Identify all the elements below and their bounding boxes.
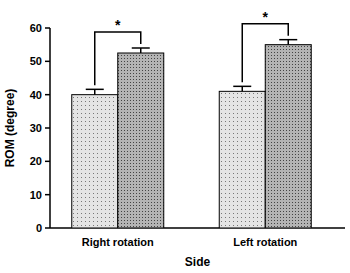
- bar: [72, 95, 118, 228]
- error-cap: [86, 89, 104, 91]
- error-cap: [132, 47, 150, 49]
- error-line: [94, 89, 96, 94]
- y-tick-label: 60: [30, 22, 42, 34]
- y-tick-label: 10: [30, 189, 42, 201]
- y-tick-label: 40: [30, 89, 42, 101]
- y-tick: [45, 94, 50, 96]
- x-tick-label: Right rotation: [82, 236, 154, 248]
- error-bar: [86, 89, 104, 94]
- error-bar: [132, 48, 150, 53]
- y-tick: [45, 27, 50, 29]
- error-cap: [233, 86, 251, 88]
- chart: 0 10 20 30 40 50 60 ROM (degree) Side Right rotat…: [0, 0, 350, 273]
- error-bar: [233, 86, 251, 91]
- y-tick: [45, 161, 50, 163]
- bars: [72, 45, 312, 228]
- y-tick: [45, 194, 50, 196]
- bar: [219, 91, 265, 228]
- error-bar: [279, 40, 297, 45]
- annotation: *: [263, 9, 269, 25]
- bar: [265, 45, 311, 228]
- bar: [118, 53, 164, 228]
- y-tick-label: 0: [36, 222, 42, 234]
- error-cap: [279, 39, 297, 41]
- y-axis-label: ROM (degree): [3, 89, 17, 168]
- y-tick-label: 50: [30, 55, 42, 67]
- y-tick-label: 20: [30, 155, 42, 167]
- x-tick-label: Left rotation: [233, 236, 297, 248]
- y-tick: [45, 227, 50, 229]
- y-tick-label: 30: [30, 122, 42, 134]
- error-bars: [86, 40, 298, 95]
- significance-bracket: [242, 24, 288, 83]
- x-axis-label: Side: [185, 255, 211, 269]
- y-tick: [45, 61, 50, 63]
- y-tick: [45, 127, 50, 129]
- significance-bracket: [95, 32, 141, 85]
- annotation: *: [115, 17, 121, 33]
